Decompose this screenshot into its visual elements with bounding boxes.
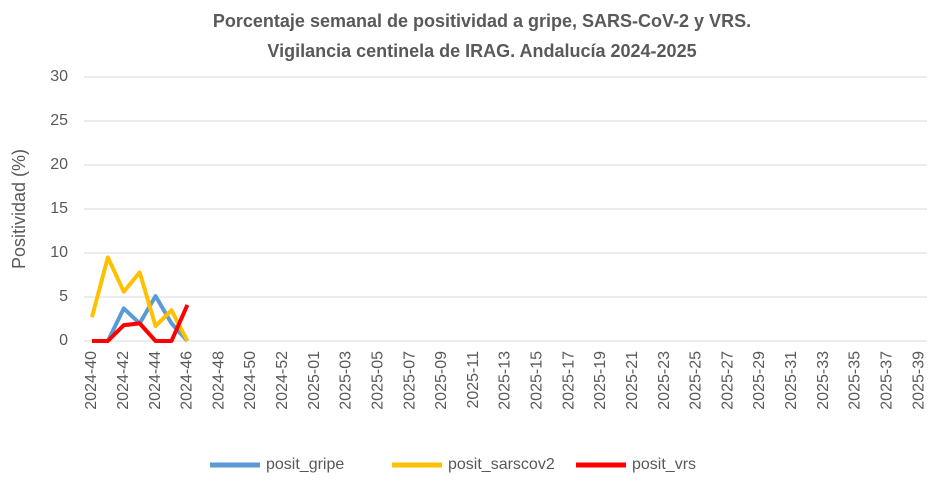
chart-title: Porcentaje semanal de positividad a grip…: [213, 11, 751, 31]
x-tick-label: 2024-46: [179, 351, 196, 410]
x-tick-label: 2025-07: [401, 351, 418, 410]
x-tick-label: 2024-50: [242, 351, 259, 410]
x-tick-label: 2025-39: [910, 351, 927, 410]
x-tick-label: 2025-25: [688, 351, 705, 410]
y-tick-label: 20: [50, 156, 68, 173]
legend-label: posit_gripe: [266, 456, 344, 473]
y-tick-label: 0: [59, 332, 68, 349]
x-tick-label: 2025-15: [529, 351, 546, 410]
x-tick-label: 2024-42: [115, 351, 132, 410]
x-tick-label: 2025-19: [592, 351, 609, 410]
y-tick-label: 5: [59, 288, 68, 305]
x-tick-label: 2024-48: [210, 351, 227, 410]
x-tick-label: 2025-27: [719, 351, 736, 410]
y-axis-label: Positividad (%): [9, 149, 29, 269]
x-tick-label: 2024-40: [83, 351, 100, 410]
x-tick-label: 2025-03: [338, 351, 355, 410]
y-tick-label: 30: [50, 68, 68, 85]
x-tick-label: 2025-01: [306, 351, 323, 410]
legend-label: posit_sarscov2: [448, 456, 555, 473]
data-line: [91, 304, 190, 343]
x-tick-label: 2025-29: [751, 351, 768, 410]
x-tick-label: 2025-31: [783, 351, 800, 410]
x-tick-label: 2025-13: [497, 351, 514, 410]
y-tick-label: 15: [50, 200, 68, 217]
x-tick-label: 2024-52: [274, 351, 291, 410]
chart-subtitle: Vigilancia centinela de IRAG. Andalucía …: [267, 41, 696, 61]
legend-label: posit_vrs: [632, 456, 696, 473]
x-tick-label: 2025-17: [560, 351, 577, 410]
x-tick-label: 2025-05: [369, 351, 386, 410]
x-tick-label: 2025-23: [656, 351, 673, 410]
x-tick-label: 2025-33: [815, 351, 832, 410]
x-tick-label: 2025-11: [465, 351, 482, 409]
x-tick-label: 2024-44: [147, 351, 164, 410]
x-tick-label: 2025-09: [433, 351, 450, 410]
y-tick-label: 25: [50, 112, 68, 129]
data-line: [90, 255, 190, 342]
y-tick-label: 10: [50, 244, 68, 261]
x-tick-label: 2025-35: [847, 351, 864, 410]
x-tick-label: 2025-37: [878, 351, 895, 410]
x-tick-label: 2025-21: [624, 351, 641, 410]
